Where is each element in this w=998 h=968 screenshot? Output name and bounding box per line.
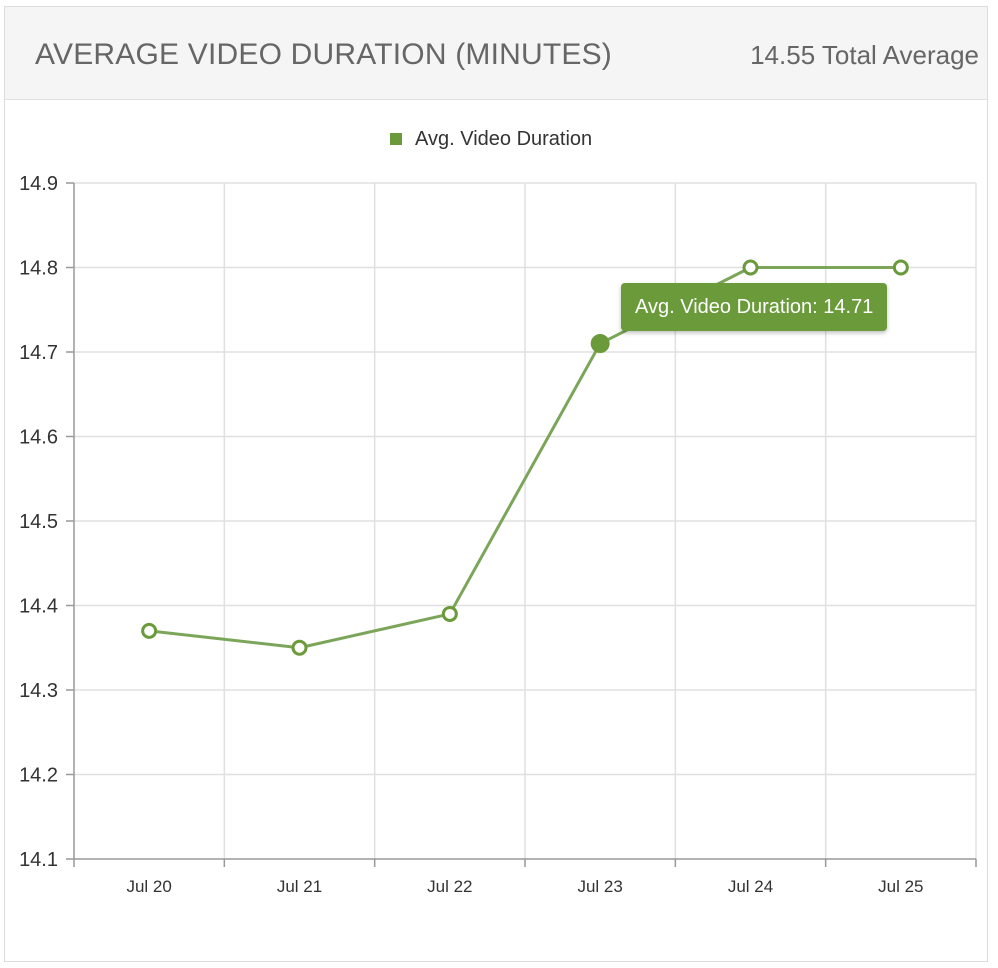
data-point — [291, 639, 308, 656]
y-tick-label: 14.1 — [19, 849, 58, 871]
y-tick-label: 14.4 — [19, 596, 58, 618]
data-point — [441, 605, 458, 622]
x-tick-label: Jul 20 — [126, 877, 171, 896]
total-average-summary: 14.55 Total Average — [750, 40, 979, 70]
panel-header: AVERAGE VIDEO DURATION (MINUTES) 14.55 T… — [5, 7, 987, 100]
data-point-tooltip: Avg. Video Duration: 14.71 — [621, 283, 888, 331]
y-tick-label: 14.2 — [19, 765, 58, 787]
x-tick-label: Jul 24 — [728, 877, 773, 896]
panel-title: AVERAGE VIDEO DURATION (MINUTES) — [35, 38, 613, 71]
legend-label: Avg. Video Duration — [415, 127, 593, 150]
x-tick-label: Jul 25 — [878, 877, 923, 896]
y-tick-label: 14.5 — [19, 511, 58, 533]
data-point — [892, 259, 909, 276]
tooltip-separator: : — [812, 296, 824, 318]
y-tick-label: 14.7 — [19, 342, 58, 364]
series-line — [148, 266, 901, 650]
data-point — [742, 259, 759, 276]
y-tick-label: 14.3 — [19, 680, 58, 702]
tooltip-series-name: Avg. Video Duration — [635, 296, 813, 318]
data-point — [141, 622, 158, 639]
data-point-highlighted — [590, 334, 610, 354]
y-tick-label: 14.9 — [19, 173, 58, 195]
x-tick-label: Jul 23 — [577, 877, 622, 896]
tooltip-value: 14.71 — [823, 296, 874, 318]
x-tick-label: Jul 22 — [427, 877, 472, 896]
y-tick-label: 14.6 — [19, 427, 58, 449]
x-tick-label: Jul 21 — [277, 877, 322, 896]
chart-panel: AVERAGE VIDEO DURATION (MINUTES) 14.55 T… — [4, 6, 988, 962]
legend-swatch — [390, 133, 402, 145]
y-tick-label: 14.8 — [19, 258, 58, 280]
chart-legend[interactable]: Avg. Video Duration — [390, 128, 592, 150]
